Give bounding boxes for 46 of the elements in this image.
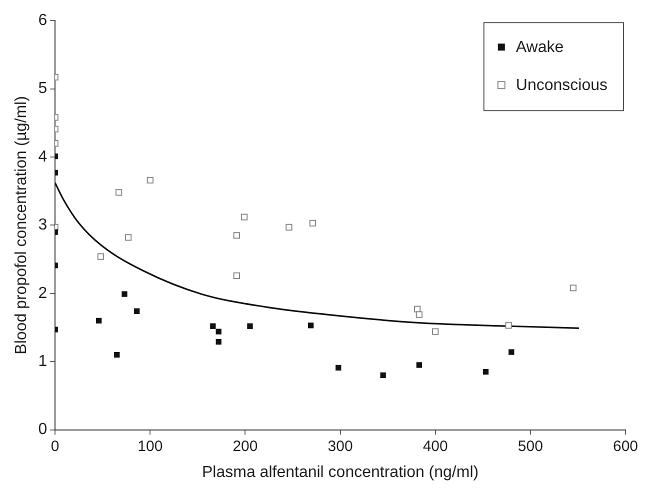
point <box>114 352 120 358</box>
point <box>216 338 222 345</box>
point <box>508 349 514 355</box>
legend-label: Unconscious <box>516 77 608 94</box>
point <box>416 311 423 318</box>
point <box>432 328 439 335</box>
y-tick-label: 0 <box>38 421 48 438</box>
point <box>210 323 216 329</box>
y-tick-label: 6 <box>38 12 48 30</box>
y-axis-title: Blood propofol concentration (µg/ml) <box>13 96 30 354</box>
point <box>146 176 154 184</box>
point <box>309 220 316 226</box>
legend-label: Awake <box>516 39 564 56</box>
y-tick-label: 1 <box>38 353 48 370</box>
point <box>124 234 132 241</box>
point <box>233 232 240 239</box>
y-tick-label: 4 <box>38 148 48 166</box>
point <box>336 364 342 371</box>
point <box>115 189 122 196</box>
point <box>570 284 577 292</box>
point <box>416 362 422 368</box>
x-tick-label: 0 <box>50 438 60 455</box>
y-tick-label: 2 <box>38 284 48 302</box>
x-tick-label: 600 <box>612 438 638 455</box>
point <box>308 322 314 328</box>
x-tick-label: 400 <box>422 438 448 455</box>
point <box>216 328 222 334</box>
x-tick-label: 100 <box>138 438 163 455</box>
point <box>122 291 128 297</box>
point <box>240 214 248 220</box>
x-tick-label: 500 <box>518 438 543 455</box>
point <box>380 372 386 378</box>
x-tick-label: 300 <box>328 438 353 455</box>
point <box>505 322 512 329</box>
line-series <box>55 182 580 329</box>
point <box>247 323 253 329</box>
x-tick-label: 200 <box>232 438 258 455</box>
point <box>96 318 102 324</box>
y-tick-label: 3 <box>38 216 48 234</box>
y-tick-label: 5 <box>38 80 48 98</box>
x-axis-title: Plasma alfentanil concentration (ng/ml) <box>202 464 479 481</box>
point <box>134 308 140 314</box>
point <box>97 253 104 260</box>
point <box>482 369 489 375</box>
point <box>286 224 292 231</box>
point <box>233 272 240 279</box>
